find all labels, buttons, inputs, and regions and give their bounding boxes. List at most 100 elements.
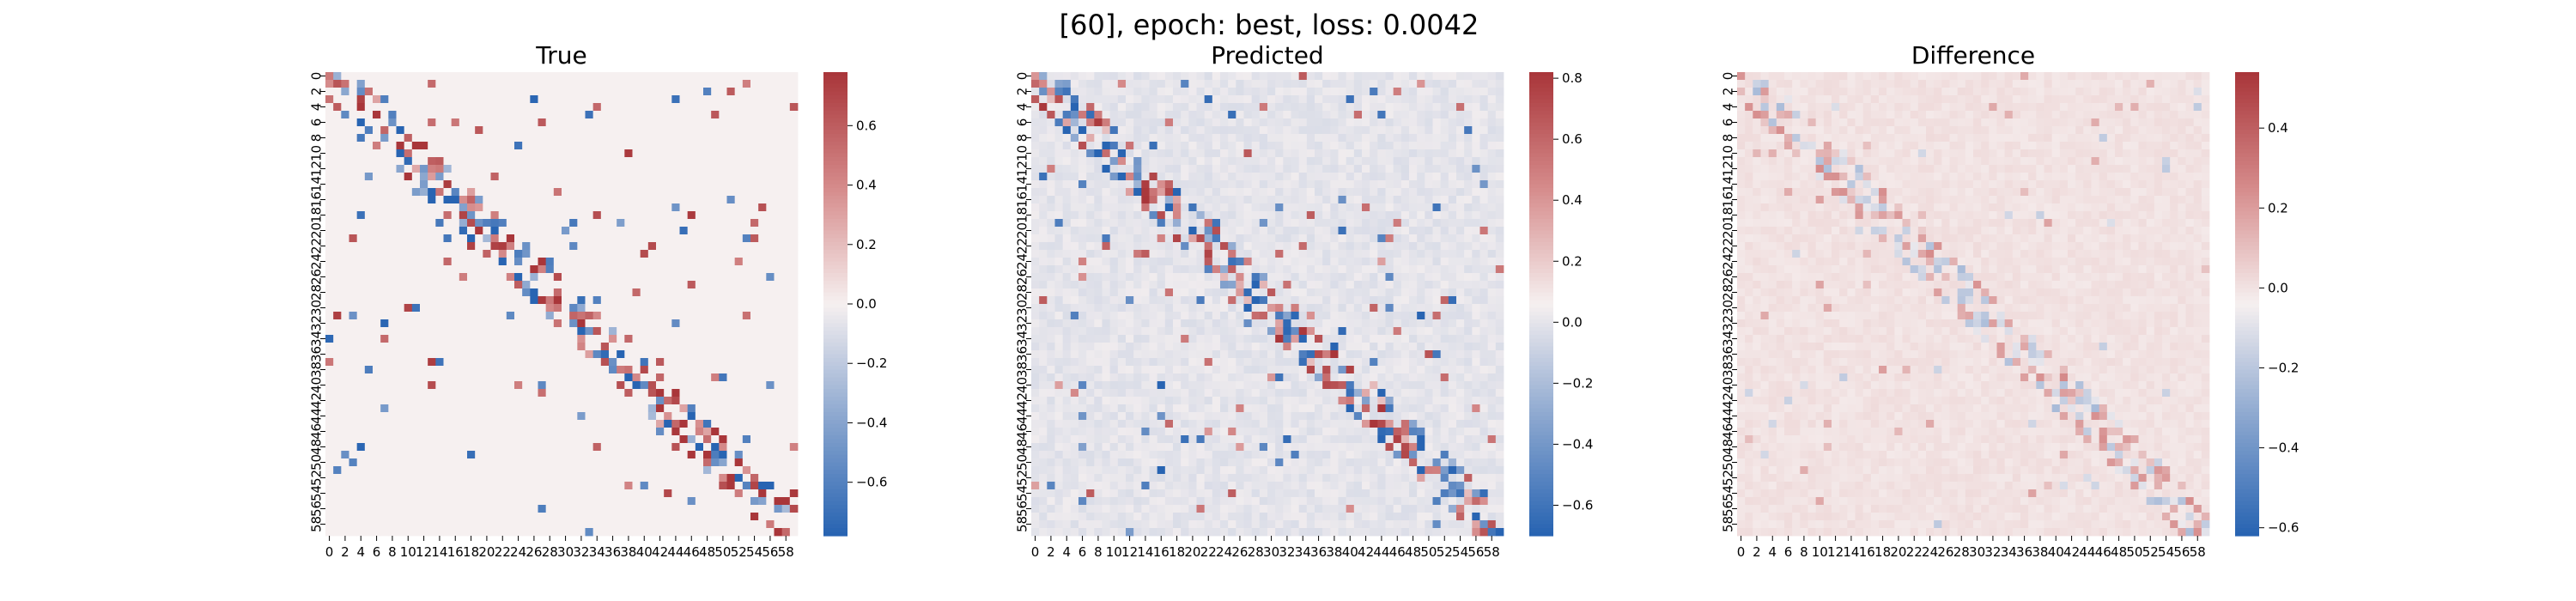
heatmap-cell: [671, 482, 680, 490]
heatmap-cell: [1472, 173, 1480, 181]
heatmap-cell: [750, 281, 759, 289]
heatmap-cell: [577, 505, 586, 513]
heatmap-cell: [380, 80, 389, 88]
heatmap-cell: [388, 304, 397, 313]
heatmap-cell: [420, 288, 428, 297]
heatmap-cell: [617, 265, 625, 274]
heatmap-cell: [1330, 142, 1339, 150]
heatmap-cell: [467, 458, 476, 467]
heatmap-cell: [467, 412, 476, 421]
heatmap-cell: [514, 335, 523, 343]
heatmap-cell: [1432, 118, 1442, 127]
heatmap-cell: [609, 173, 617, 181]
colorbar-segment: [823, 373, 848, 379]
heatmap-cell: [1047, 180, 1055, 189]
heatmap-cell: [609, 196, 617, 204]
heatmap-cell: [1472, 165, 1480, 173]
heatmap-cell: [475, 505, 483, 513]
heatmap-cell: [1432, 88, 1442, 96]
heatmap-cell: [333, 149, 342, 158]
heatmap-cell: [388, 366, 397, 374]
heatmap-cell: [719, 203, 727, 212]
heatmap-cell: [766, 126, 775, 135]
heatmap-cell: [664, 173, 672, 181]
heatmap-cell: [1267, 173, 1276, 181]
heatmap-cell: [490, 397, 500, 405]
heatmap-cell: [703, 242, 712, 251]
heatmap-cell: [538, 435, 547, 444]
heatmap-cell: [467, 389, 476, 398]
heatmap-cell: [530, 489, 538, 498]
heatmap-cell: [750, 458, 759, 467]
heatmap-cell: [1409, 103, 1418, 112]
heatmap-cell: [632, 505, 641, 513]
heatmap-cell: [1157, 80, 1166, 88]
heatmap-cell: [569, 165, 578, 173]
heatmap-cell: [695, 489, 704, 498]
heatmap-cell: [1409, 126, 1418, 135]
heatmap-cell: [679, 219, 689, 228]
colorbar-segment: [823, 199, 848, 204]
heatmap-cell: [577, 196, 586, 204]
heatmap-cell: [1393, 95, 1402, 104]
heatmap-cell: [1196, 88, 1206, 96]
heatmap-cell: [781, 173, 791, 181]
heatmap-cell: [404, 219, 413, 228]
heatmap-cell: [522, 304, 531, 313]
heatmap-cell: [1133, 180, 1142, 189]
heatmap-cell: [498, 180, 507, 189]
heatmap-cell: [545, 173, 555, 181]
heatmap-cell: [562, 528, 570, 537]
heatmap-cell: [1039, 118, 1048, 127]
heatmap-cell: [562, 428, 570, 436]
heatmap-cell: [538, 389, 547, 398]
heatmap-cell: [577, 72, 586, 81]
heatmap-cell: [411, 458, 421, 467]
heatmap-cell: [530, 428, 538, 436]
heatmap-cell: [404, 250, 413, 258]
heatmap-cell: [1228, 173, 1236, 181]
heatmap-cell: [1464, 196, 1473, 204]
heatmap-cell: [750, 312, 759, 320]
heatmap-cell: [781, 111, 791, 119]
heatmap-cell: [1220, 157, 1229, 166]
heatmap-cell: [640, 173, 649, 181]
heatmap-cell: [411, 528, 421, 537]
heatmap-cell: [380, 505, 389, 513]
heatmap-cell: [766, 513, 775, 521]
heatmap-cell: [742, 520, 751, 529]
heatmap-cell: [592, 296, 602, 305]
heatmap-cell: [703, 234, 712, 243]
heatmap-cell: [656, 180, 665, 189]
heatmap-cell: [325, 389, 334, 398]
heatmap-cell: [577, 412, 586, 421]
heatmap-cell: [420, 134, 428, 143]
heatmap-cell: [1472, 103, 1480, 112]
heatmap-cell: [774, 126, 783, 135]
heatmap-cell: [640, 227, 649, 235]
heatmap-cell: [380, 165, 389, 173]
heatmap-cell: [695, 428, 704, 436]
heatmap-cell: [562, 358, 570, 367]
heatmap-cell: [719, 520, 727, 529]
heatmap-cell: [1322, 173, 1331, 181]
heatmap-cell: [1409, 203, 1418, 212]
heatmap-cell: [349, 343, 358, 351]
heatmap-cell: [703, 451, 712, 459]
heatmap-cell: [742, 173, 751, 181]
heatmap-cell: [781, 227, 791, 235]
heatmap-cell: [1149, 118, 1158, 127]
heatmap-cell: [679, 412, 689, 421]
heatmap-cell: [1212, 157, 1221, 166]
heatmap-cell: [349, 72, 358, 81]
heatmap-cell: [538, 88, 547, 96]
heatmap-cell: [1400, 118, 1410, 127]
heatmap-cell: [585, 134, 594, 143]
heatmap-cell: [695, 528, 704, 537]
heatmap-cell: [585, 165, 594, 173]
heatmap-cell: [577, 142, 586, 150]
heatmap-cell: [1141, 95, 1150, 104]
heatmap-cell: [1472, 111, 1480, 119]
heatmap-cell: [585, 265, 594, 274]
heatmap-cell: [562, 157, 570, 166]
